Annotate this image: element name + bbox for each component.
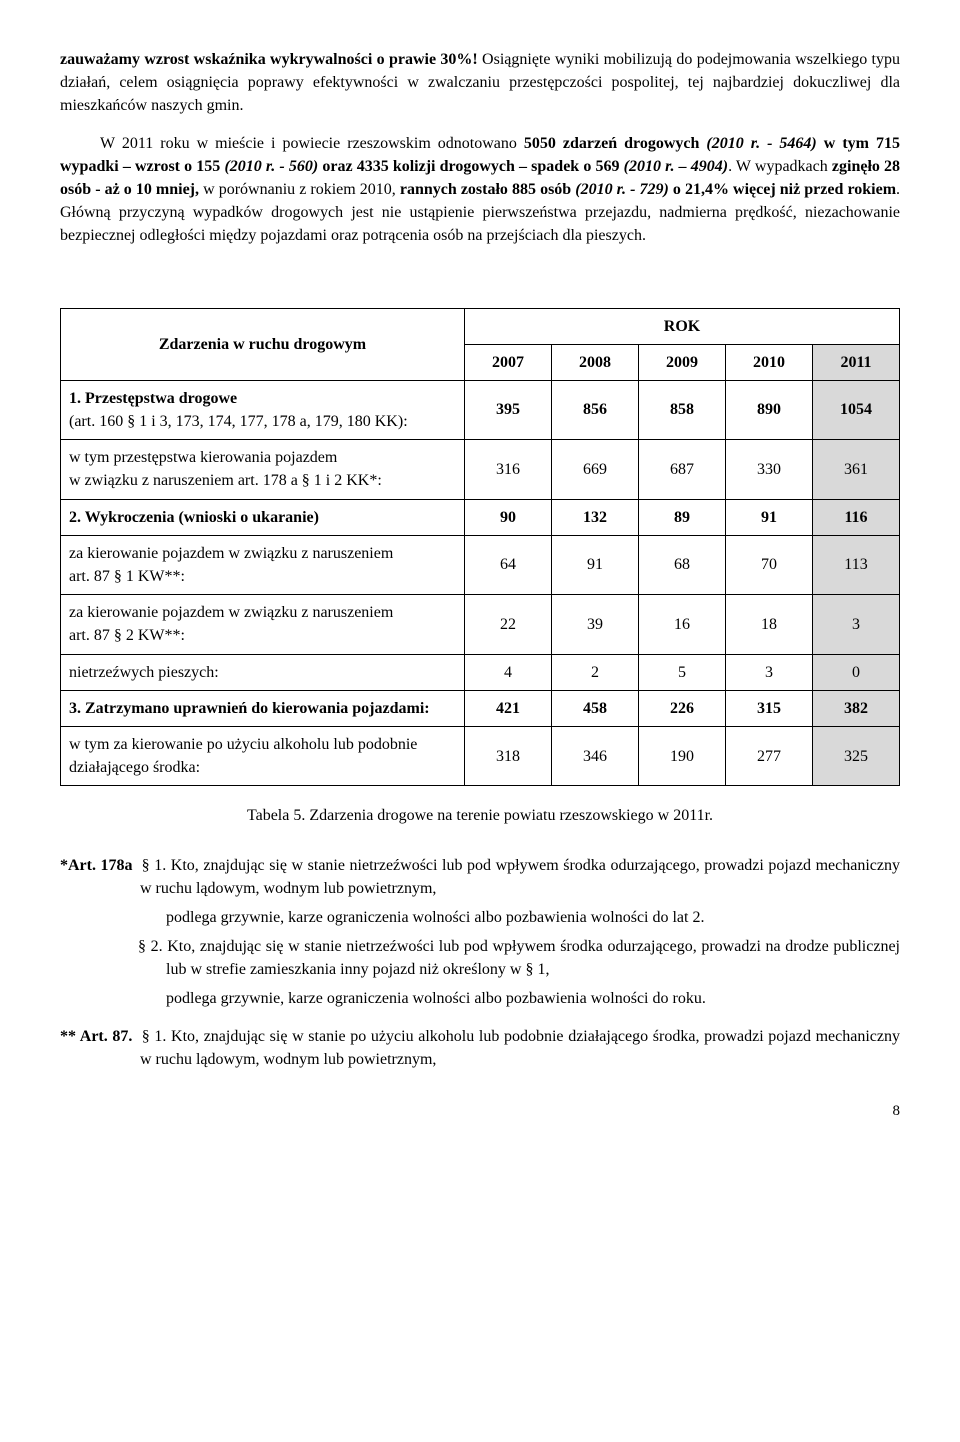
row-7: 3. Zatrzymano uprawnień do kierowania po…: [61, 690, 900, 726]
th-year-group: ROK: [465, 308, 900, 344]
p2-l: (2010 r. - 729): [575, 181, 669, 198]
para1-bold: zauważamy wzrost wskaźnika wykrywalności…: [60, 51, 478, 68]
r8c4: 277: [726, 726, 813, 785]
row-3-label: 2. Wykroczenia (wnioski o ukaranie): [61, 499, 465, 535]
row-2: w tym przestępstwa kierowania pojazdem w…: [61, 440, 900, 499]
r6c1: 4: [465, 654, 552, 690]
events-table: Zdarzenia w ruchu drogowym ROK 2007 2008…: [60, 308, 900, 787]
r4c1: 64: [465, 535, 552, 594]
row-7-label: 3. Zatrzymano uprawnień do kierowania po…: [61, 690, 465, 726]
note-178a-2: § 2. Kto, znajdując się w stanie nietrze…: [60, 935, 900, 981]
p2-a: W 2011 roku w mieście i powiecie rzeszow…: [100, 135, 524, 152]
r4c2: 91: [552, 535, 639, 594]
row-1: 1. Przestępstwa drogowe (art. 160 § 1 i …: [61, 380, 900, 439]
r5c2: 39: [552, 595, 639, 654]
th-2010: 2010: [726, 344, 813, 380]
row-6-label: nietrzeźwych pieszych:: [61, 654, 465, 690]
note-87-1: ** Art. 87. § 1. Kto, znajdując się w st…: [60, 1025, 900, 1071]
r3c5: 116: [813, 499, 900, 535]
row-5: za kierowanie pojazdem w związku z narus…: [61, 595, 900, 654]
r5c3: 16: [639, 595, 726, 654]
r3c4: 91: [726, 499, 813, 535]
r6c3: 5: [639, 654, 726, 690]
th-events: Zdarzenia w ruchu drogowym: [61, 308, 465, 380]
r7c3: 226: [639, 690, 726, 726]
r8c1: 318: [465, 726, 552, 785]
r3c2: 132: [552, 499, 639, 535]
r6c5: 0: [813, 654, 900, 690]
p2-j: w porównaniu z rokiem 2010,: [199, 181, 400, 198]
r7c1: 421: [465, 690, 552, 726]
r1c2: 856: [552, 380, 639, 439]
paragraph-2: W 2011 roku w mieście i powiecie rzeszow…: [60, 132, 900, 248]
r5c5: 3: [813, 595, 900, 654]
row-3: 2. Wykroczenia (wnioski o ukaranie) 90 1…: [61, 499, 900, 535]
row-2-label: w tym przestępstwa kierowania pojazdem w…: [61, 440, 465, 499]
p2-f: oraz 4335 kolizji drogowych – spadek o 5…: [318, 158, 623, 175]
r8c3: 190: [639, 726, 726, 785]
r6c2: 2: [552, 654, 639, 690]
p2-c: (2010 r. - 5464): [706, 135, 816, 152]
r7c5: 382: [813, 690, 900, 726]
r7c4: 315: [726, 690, 813, 726]
p2-b: 5050 zdarzeń drogowych: [524, 135, 707, 152]
r8c5: 325: [813, 726, 900, 785]
p2-h: . W wypadkach: [728, 158, 832, 175]
row-6: nietrzeźwych pieszych: 4 2 5 3 0: [61, 654, 900, 690]
r4c4: 70: [726, 535, 813, 594]
r1c5: 1054: [813, 380, 900, 439]
r2c5: 361: [813, 440, 900, 499]
note-178a-1-text: § 1. Kto, znajdując się w stanie nietrze…: [140, 857, 900, 897]
row-4-label: za kierowanie pojazdem w związku z narus…: [61, 535, 465, 594]
th-2011: 2011: [813, 344, 900, 380]
row-8-label: w tym za kierowanie po użyciu alkoholu l…: [61, 726, 465, 785]
note-178a-2b: podlega grzywnie, karze ograniczenia wol…: [60, 987, 900, 1010]
th-2009: 2009: [639, 344, 726, 380]
r2c1: 316: [465, 440, 552, 499]
r8c2: 346: [552, 726, 639, 785]
r6c4: 3: [726, 654, 813, 690]
th-2007: 2007: [465, 344, 552, 380]
note-178a-1b: podlega grzywnie, karze ograniczenia wol…: [60, 906, 900, 929]
r3c1: 90: [465, 499, 552, 535]
r2c3: 687: [639, 440, 726, 499]
p2-e: (2010 r. - 560): [224, 158, 318, 175]
row-1-label: 1. Przestępstwa drogowe (art. 160 § 1 i …: [61, 380, 465, 439]
table-caption: Tabela 5. Zdarzenia drogowe na terenie p…: [60, 804, 900, 827]
p2-k: rannych zostało 885 osób: [400, 181, 575, 198]
r1c3: 858: [639, 380, 726, 439]
r3c3: 89: [639, 499, 726, 535]
row-5-label: za kierowanie pojazdem w związku z narus…: [61, 595, 465, 654]
r4c5: 113: [813, 535, 900, 594]
r5c4: 18: [726, 595, 813, 654]
th-2008: 2008: [552, 344, 639, 380]
note-178a-pre: *Art. 178a: [60, 857, 133, 874]
note-178a-1: *Art. 178a § 1. Kto, znajdując się w sta…: [60, 854, 900, 900]
row-1-label-bold: 1. Przestępstwa drogowe: [69, 390, 237, 407]
r2c4: 330: [726, 440, 813, 499]
r5c1: 22: [465, 595, 552, 654]
p2-m: o 21,4% więcej niż przed rokiem: [669, 181, 896, 198]
row-1-label-sub: (art. 160 § 1 i 3, 173, 174, 177, 178 a,…: [69, 413, 408, 430]
r2c2: 669: [552, 440, 639, 499]
r4c3: 68: [639, 535, 726, 594]
r1c4: 890: [726, 380, 813, 439]
note-87-1-text: § 1. Kto, znajdując się w stanie po użyc…: [140, 1028, 900, 1068]
page-number: 8: [60, 1101, 900, 1123]
row-4: za kierowanie pojazdem w związku z narus…: [61, 535, 900, 594]
row-8: w tym za kierowanie po użyciu alkoholu l…: [61, 726, 900, 785]
r7c2: 458: [552, 690, 639, 726]
r1c1: 395: [465, 380, 552, 439]
paragraph-1: zauważamy wzrost wskaźnika wykrywalności…: [60, 48, 900, 118]
p2-g: (2010 r. – 4904): [624, 158, 728, 175]
note-87-pre: ** Art. 87.: [60, 1028, 132, 1045]
